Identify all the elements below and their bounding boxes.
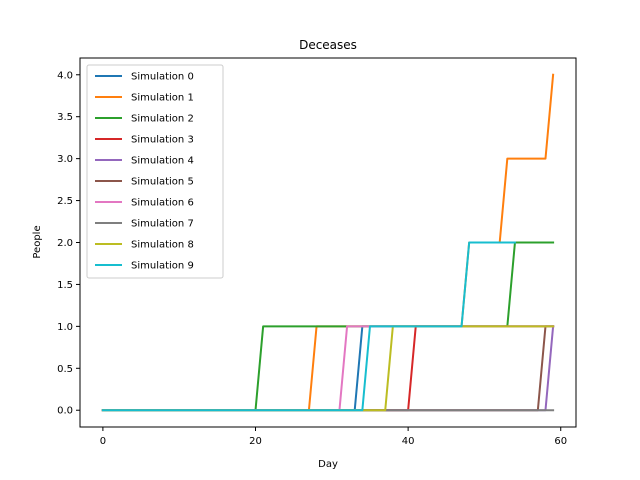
x-tick-label: 40 — [402, 436, 415, 447]
y-tick-label: 0.0 — [57, 406, 73, 417]
legend-label-0: Simulation 0 — [131, 72, 194, 83]
x-tick-label: 0 — [100, 436, 106, 447]
legend-label-6: Simulation 6 — [131, 198, 194, 209]
y-tick-label: 2.5 — [57, 196, 73, 207]
y-tick-label: 4.0 — [57, 70, 73, 81]
x-axis-label: Day — [318, 459, 338, 470]
y-tick-label: 1.0 — [57, 322, 73, 333]
legend-label-1: Simulation 1 — [131, 93, 194, 104]
y-axis-label: People — [32, 225, 43, 258]
series-line-9 — [101, 241, 516, 412]
y-tick-label: 1.5 — [57, 280, 73, 291]
plot-area — [101, 73, 555, 412]
legend-label-8: Simulation 8 — [131, 240, 194, 251]
legend-label-9: Simulation 9 — [131, 261, 194, 272]
x-tick-label: 20 — [249, 436, 262, 447]
legend-label-4: Simulation 4 — [131, 156, 194, 167]
chart-title: Deceases — [299, 38, 357, 52]
y-tick-label: 3.0 — [57, 154, 73, 165]
legend-label-5: Simulation 5 — [131, 177, 194, 188]
x-tick-label: 60 — [554, 436, 567, 447]
legend-label-3: Simulation 3 — [131, 135, 194, 146]
y-tick-label: 3.5 — [57, 112, 73, 123]
y-axis: 0.0 0.5 1.0 1.5 2.0 2.5 3.0 3.5 4.0 — [57, 70, 80, 417]
legend-label-7: Simulation 7 — [131, 219, 194, 230]
x-axis: 0 20 40 60 — [100, 427, 567, 447]
legend-label-2: Simulation 2 — [131, 114, 194, 125]
legend: Simulation 0 Simulation 1 Simulation 2 Simu… — [86, 64, 224, 279]
y-tick-label: 0.5 — [57, 364, 73, 375]
y-tick-label: 2.0 — [57, 238, 73, 249]
